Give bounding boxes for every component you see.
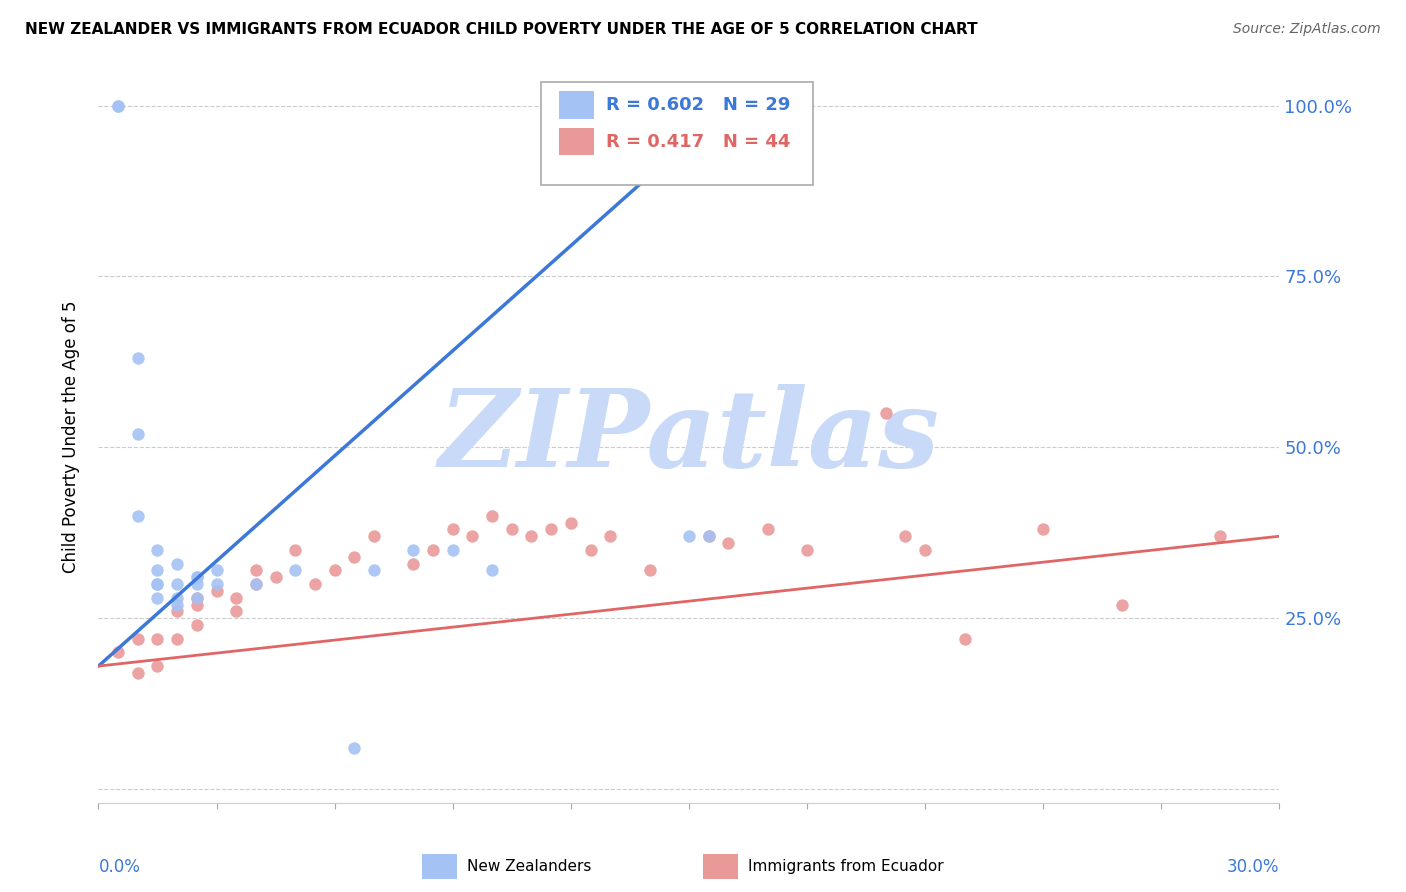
Point	[697, 529, 720, 543]
FancyBboxPatch shape	[541, 82, 813, 185]
Point	[1032, 522, 1054, 536]
Point	[146, 591, 169, 605]
Point	[599, 529, 621, 543]
Point	[343, 741, 366, 756]
Text: 30.0%: 30.0%	[1227, 858, 1279, 876]
Point	[441, 542, 464, 557]
Point	[1111, 598, 1133, 612]
Point	[225, 591, 247, 605]
Point	[146, 563, 169, 577]
Point	[343, 549, 366, 564]
FancyBboxPatch shape	[560, 128, 595, 155]
Text: 0.0%: 0.0%	[98, 858, 141, 876]
Point	[914, 542, 936, 557]
Point	[461, 529, 484, 543]
Point	[205, 563, 228, 577]
Point	[520, 529, 543, 543]
Point	[186, 577, 208, 591]
Point	[481, 508, 503, 523]
Point	[245, 577, 267, 591]
Y-axis label: Child Poverty Under the Age of 5: Child Poverty Under the Age of 5	[62, 301, 80, 574]
Point	[127, 508, 149, 523]
Point	[146, 577, 169, 591]
Point	[402, 542, 425, 557]
Point	[107, 645, 129, 659]
Text: ZIPatlas: ZIPatlas	[439, 384, 939, 490]
Point	[166, 557, 188, 571]
Point	[166, 577, 188, 591]
Text: R = 0.602   N = 29: R = 0.602 N = 29	[606, 96, 790, 114]
Point	[579, 542, 602, 557]
Text: New Zealanders: New Zealanders	[467, 859, 591, 873]
Point	[697, 529, 720, 543]
Point	[186, 591, 208, 605]
Text: R = 0.417   N = 44: R = 0.417 N = 44	[606, 133, 790, 152]
Point	[127, 426, 149, 441]
Point	[245, 577, 267, 591]
Point	[245, 563, 267, 577]
Point	[264, 570, 287, 584]
Point	[953, 632, 976, 646]
Point	[875, 406, 897, 420]
Point	[166, 632, 188, 646]
Point	[205, 577, 228, 591]
FancyBboxPatch shape	[560, 91, 595, 119]
Point	[146, 659, 169, 673]
Point	[146, 577, 169, 591]
Point	[540, 522, 562, 536]
Point	[560, 516, 582, 530]
Text: Source: ZipAtlas.com: Source: ZipAtlas.com	[1233, 22, 1381, 37]
Text: NEW ZEALANDER VS IMMIGRANTS FROM ECUADOR CHILD POVERTY UNDER THE AGE OF 5 CORREL: NEW ZEALANDER VS IMMIGRANTS FROM ECUADOR…	[25, 22, 979, 37]
Point	[166, 604, 188, 618]
Point	[166, 598, 188, 612]
Point	[225, 604, 247, 618]
Point	[107, 98, 129, 112]
Point	[638, 563, 661, 577]
Point	[481, 563, 503, 577]
Point	[422, 542, 444, 557]
Point	[186, 618, 208, 632]
Point	[894, 529, 917, 543]
Point	[146, 542, 169, 557]
Point	[363, 563, 385, 577]
Text: Immigrants from Ecuador: Immigrants from Ecuador	[748, 859, 943, 873]
Point	[127, 351, 149, 366]
Point	[1209, 529, 1232, 543]
Point	[186, 598, 208, 612]
Point	[678, 529, 700, 543]
Point	[186, 570, 208, 584]
Point	[186, 591, 208, 605]
Point	[323, 563, 346, 577]
Point	[107, 98, 129, 112]
Point	[796, 542, 818, 557]
Point	[284, 563, 307, 577]
Point	[363, 529, 385, 543]
Point	[402, 557, 425, 571]
Point	[501, 522, 523, 536]
Point	[186, 570, 208, 584]
Point	[205, 583, 228, 598]
Point	[166, 591, 188, 605]
Point	[127, 632, 149, 646]
Point	[717, 536, 740, 550]
Point	[146, 632, 169, 646]
Point	[441, 522, 464, 536]
Point	[284, 542, 307, 557]
Point	[127, 665, 149, 680]
Point	[304, 577, 326, 591]
Point	[756, 522, 779, 536]
